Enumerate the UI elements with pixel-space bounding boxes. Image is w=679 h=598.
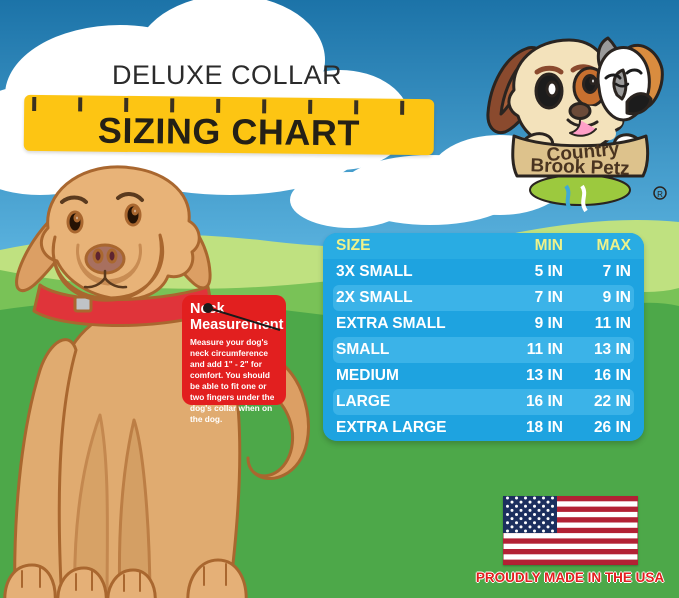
svg-text:Brook Petz: Brook Petz [530,155,630,179]
svg-text:R: R [657,190,663,199]
